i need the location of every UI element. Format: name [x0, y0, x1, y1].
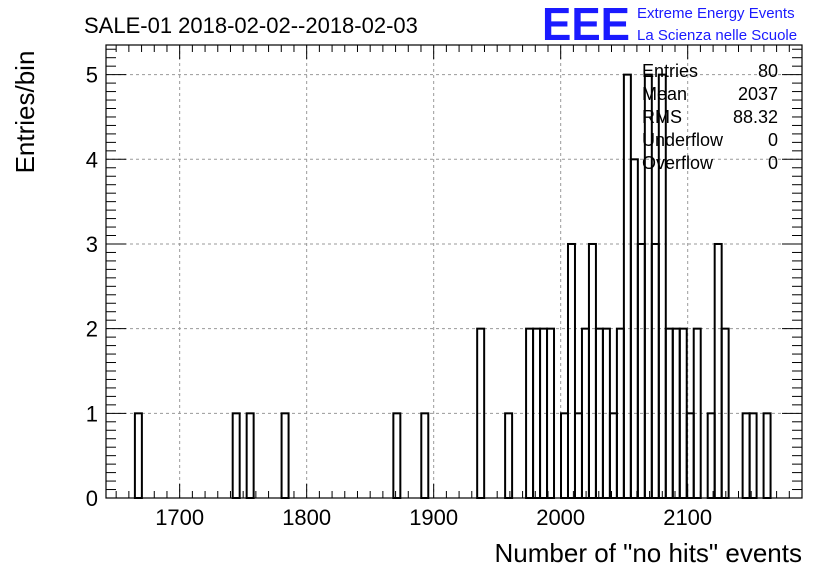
logo-line-2: La Scienza nelle Scuole [637, 27, 797, 44]
x-tick-label: 1700 [155, 505, 204, 530]
x-tick-label: 1800 [282, 505, 331, 530]
stats-label: Underflow [642, 130, 724, 150]
plot-frame [105, 44, 803, 499]
y-axis-title: Entries/bin [10, 51, 40, 174]
y-tick-label: 0 [86, 486, 98, 511]
logo-line-1: Extreme Energy Events [637, 5, 795, 22]
x-tick-label: 2100 [663, 505, 712, 530]
stats-label: Entries [642, 61, 698, 81]
stats-value: 0 [768, 130, 778, 150]
stats-value: 0 [768, 153, 778, 173]
y-tick-label: 3 [86, 232, 98, 257]
x-tick-label: 1900 [409, 505, 458, 530]
stats-label: Overflow [642, 153, 714, 173]
x-tick-label: 2000 [536, 505, 585, 530]
tick-layer [106, 45, 803, 499]
stats-value: 80 [758, 61, 778, 81]
eee-logo-mark: EEE [542, 0, 630, 50]
stats-label: RMS [642, 107, 682, 127]
chart-title: SALE-01 2018-02-02--2018-02-03 [84, 13, 418, 38]
grid-layer [106, 45, 802, 498]
y-tick-label: 5 [86, 63, 98, 88]
stats-value: 88.32 [733, 107, 778, 127]
y-tick-label: 4 [86, 147, 98, 172]
stats-label: Mean [642, 84, 687, 104]
y-tick-label: 2 [86, 317, 98, 342]
stats-value: 2037 [738, 84, 778, 104]
stats-box: Entries 80 Mean 2037 RMS 88.32 Underflow 0 Overf… [642, 61, 778, 173]
eee-logo: EEE Extreme Energy Events La Scienza nel… [542, 0, 797, 50]
x-axis-title: Number of "no hits" events [495, 538, 803, 568]
tick-label-layer: 1700 1800 1900 2000 2100 0 1 2 3 4 5 [86, 63, 712, 530]
y-tick-label: 1 [86, 401, 98, 426]
